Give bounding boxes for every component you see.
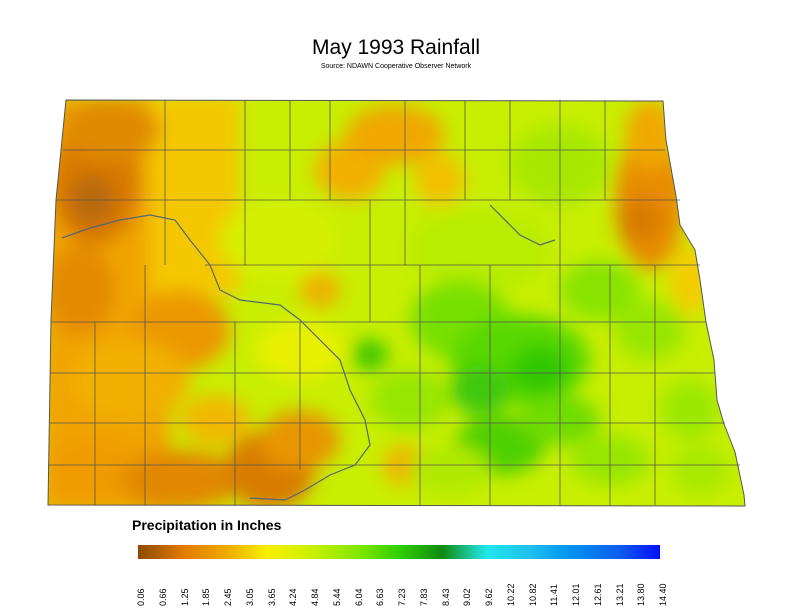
- legend-title: Precipitation in Inches: [132, 517, 282, 533]
- legend-tick-label: 3.65: [266, 588, 277, 606]
- state-outline: [47, 99, 746, 507]
- legend-tick-label: 13.21: [614, 583, 625, 606]
- legend-tick-label: 6.04: [353, 588, 364, 606]
- legend-tick-label: 1.85: [201, 588, 212, 606]
- legend-tick-label: 7.23: [397, 588, 407, 606]
- legend-tick-label: 9.02: [462, 588, 473, 606]
- color-scale-bar: [138, 545, 660, 559]
- legend-tick-label: 7.83: [418, 588, 429, 606]
- legend-tick-label: 0.06: [136, 588, 146, 606]
- map-subtitle: Source: NDAWN Cooperative Observer Netwo…: [320, 63, 472, 70]
- legend-tick-label: 5.44: [331, 588, 342, 606]
- legend-tick-label: 12.01: [571, 583, 581, 606]
- legend-tick-label: 8.43: [440, 588, 451, 606]
- legend-tick-label: 2.45: [223, 588, 233, 606]
- legend-tick-label: 11.41: [549, 584, 560, 606]
- legend-tick-label: 9.62: [484, 588, 494, 606]
- legend-tick-label: 0.66: [157, 588, 168, 606]
- precipitation-surface: [48, 100, 745, 506]
- county-boundaries: [48, 100, 740, 505]
- legend-tick-label: 3.05: [244, 588, 255, 606]
- legend-tick-label: 10.82: [527, 583, 538, 606]
- legend-tick-label: 4.84: [310, 588, 320, 606]
- rivers: [61, 204, 556, 501]
- legend-tick-label: 12.61: [592, 583, 603, 606]
- legend-tick-label: 4.24: [288, 588, 299, 606]
- legend-tick-label: 1.25: [179, 588, 190, 606]
- legend-tick-label: 14.40: [658, 583, 668, 606]
- legend-tick-label: 10.22: [505, 583, 516, 606]
- legend-tick-label: 6.63: [375, 588, 386, 606]
- legend-tick-label: 13.80: [636, 583, 647, 606]
- map-title: May 1993 Rainfall: [311, 36, 481, 59]
